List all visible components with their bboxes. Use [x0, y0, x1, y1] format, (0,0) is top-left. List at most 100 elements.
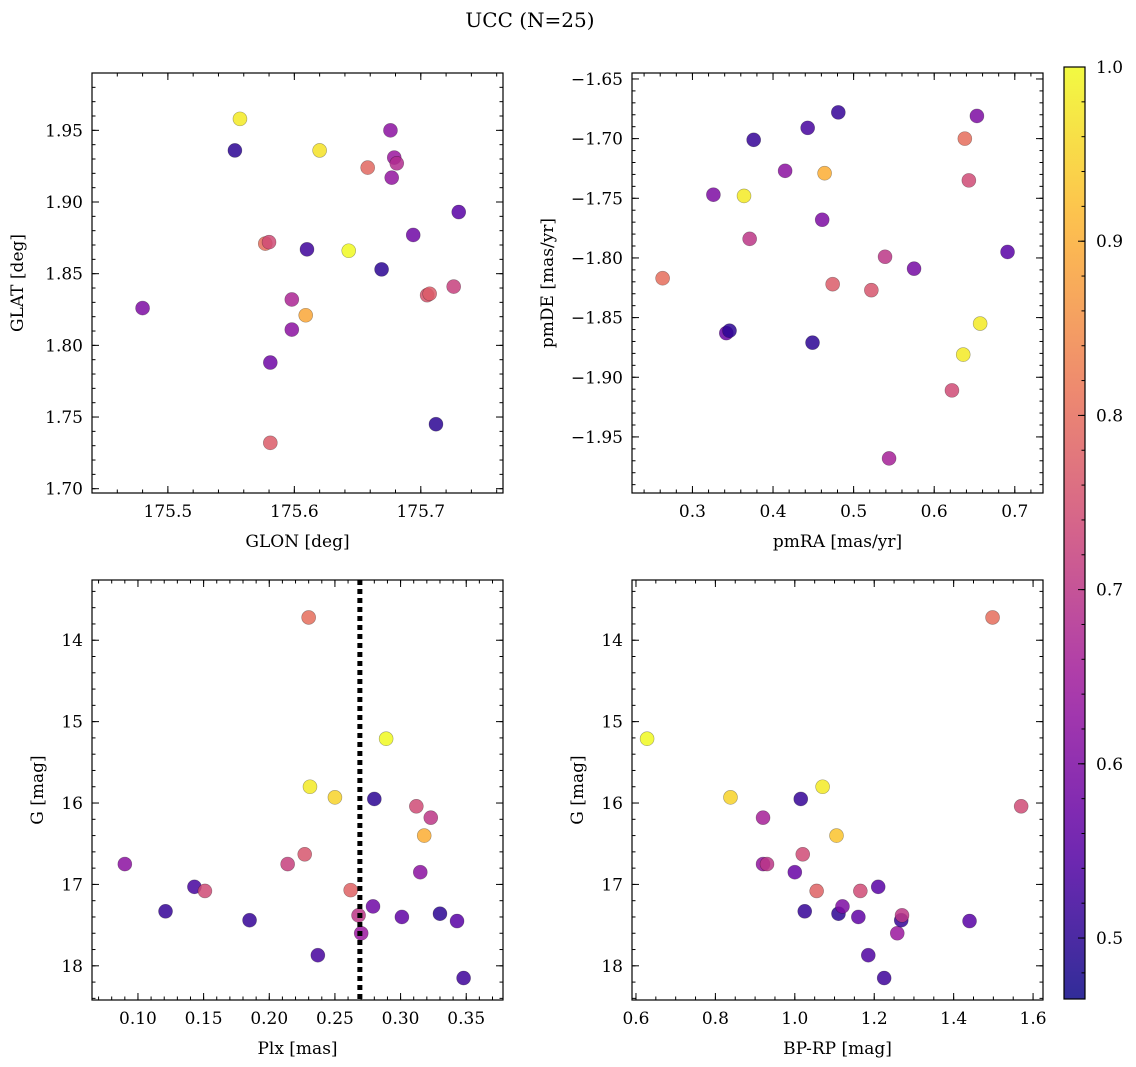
y-tick-label: 1.70 — [45, 480, 83, 500]
y-tick-label: −1.70 — [571, 130, 623, 150]
y-tick-label: 14 — [61, 631, 83, 651]
scatter-point — [787, 864, 803, 880]
x-axis-label: Plx [mas] — [257, 1039, 337, 1059]
scatter-point — [969, 108, 985, 124]
panel-position: 175.5 175.6 175.7 1.70 1.75 1.80 1.85 1.90 1.95 G… — [8, 72, 504, 552]
x-axis-label: pmRA [mas/yr] — [773, 532, 902, 552]
scatter-point — [312, 143, 327, 158]
scatter-point — [906, 261, 922, 276]
scatter-point — [298, 307, 314, 323]
scatter-point — [383, 123, 398, 138]
scatter-point — [158, 903, 173, 919]
scatter-point — [365, 899, 381, 914]
scatter-point — [284, 292, 300, 307]
y-tick-label: 1.80 — [45, 336, 83, 356]
x-tick-label: 1.6 — [1020, 1009, 1047, 1029]
scatter-point — [280, 856, 295, 872]
scatter-point — [985, 610, 1000, 625]
x-tick-label: 175.7 — [396, 502, 445, 522]
y-axis-label: pmDE [mas/yr] — [538, 218, 558, 348]
scatter-point — [360, 160, 375, 175]
scatter-point — [777, 163, 793, 179]
x-tick-label: 0.30 — [382, 1009, 420, 1029]
x-tick-label: 0.7 — [1001, 502, 1028, 522]
y-tick-label: −1.85 — [571, 309, 623, 329]
scatter-point — [972, 316, 988, 331]
scatter-point — [961, 173, 977, 188]
scatter-point — [723, 790, 738, 805]
scatter-point — [755, 810, 771, 825]
y-tick-label: 14 — [601, 631, 623, 651]
colorbar: 0.5 0.6 0.7 0.8 0.9 1.0 — [1063, 58, 1123, 1000]
scatter-point — [881, 451, 897, 466]
scatter-point — [432, 906, 448, 922]
scatter-point — [876, 970, 892, 986]
y-tick-label: 16 — [61, 794, 83, 814]
scatter-point — [446, 279, 461, 294]
axes-frame — [631, 72, 1044, 494]
scatter-point — [449, 913, 465, 929]
colorbar-frame — [1063, 66, 1086, 1000]
x-tick-label: 0.25 — [316, 1009, 354, 1029]
x-axis-label: BP-RP [mag] — [783, 1039, 892, 1059]
scatter-point — [297, 847, 313, 862]
scatter-point — [835, 899, 850, 914]
figure-title: UCC (N=25) — [465, 8, 594, 32]
scatter-point — [197, 883, 213, 899]
scatter-point — [797, 903, 813, 919]
scatter-point — [793, 791, 809, 807]
y-axis-label: G [mag] — [28, 755, 48, 824]
scatter-point — [944, 383, 960, 398]
y-tick-label: −1.90 — [571, 368, 623, 388]
scatter-point — [384, 170, 400, 185]
scatter-point — [815, 779, 830, 795]
colorbar-gradient — [1064, 67, 1085, 999]
scatter-point — [877, 249, 893, 265]
scatter-point — [135, 300, 150, 316]
scatter-point — [800, 120, 815, 136]
y-tick-label: 1.90 — [45, 193, 83, 213]
scatter-point — [227, 143, 243, 158]
y-tick-label: 15 — [61, 713, 83, 733]
y-tick-label: −1.65 — [571, 70, 623, 90]
x-tick-label: 175.6 — [270, 502, 319, 522]
y-axis-label: GLAT [deg] — [8, 234, 28, 332]
x-tick-label: 1.4 — [940, 1009, 967, 1029]
scatter-point — [456, 970, 471, 986]
scatter-point — [831, 105, 846, 120]
x-tick-label: 0.35 — [447, 1009, 485, 1029]
scatter-point — [302, 779, 318, 795]
y-tick-label: −1.80 — [571, 249, 623, 269]
scatter-point — [814, 212, 830, 228]
scatter-point — [416, 828, 432, 843]
x-tick-label: 0.10 — [119, 1009, 157, 1029]
scatter-point — [367, 791, 382, 807]
scatter-point — [428, 416, 444, 432]
panel-plx-vs-g: 0.10 0.15 0.20 0.25 0.30 0.35 14 15 16 17 18 Plx [m… — [28, 579, 504, 1059]
scatter-point — [341, 243, 357, 259]
scatter-point — [825, 276, 840, 292]
axes-frame — [91, 579, 504, 1001]
scatter-point — [795, 847, 811, 862]
colorbar-tick-label: 0.6 — [1096, 755, 1123, 775]
scatter-point — [639, 731, 655, 747]
axes-frame — [631, 579, 1044, 1001]
colorbar-tick-label: 1.0 — [1096, 58, 1123, 78]
scatter-point — [232, 111, 248, 127]
panel-proper-motion: 0.3 0.4 0.5 0.6 0.7 −1.95 −1.90 −1.85 −1.80 −1.75… — [538, 70, 1044, 552]
scatter-point — [1000, 244, 1015, 260]
scatter-point — [263, 435, 278, 451]
y-axis-label: G [mag] — [568, 755, 588, 824]
scatter-point — [759, 856, 775, 872]
colorbar-tick-label: 0.8 — [1096, 406, 1123, 426]
x-tick-label: 0.6 — [921, 502, 948, 522]
colorbar-tick-label: 0.9 — [1096, 232, 1123, 252]
scatter-point — [423, 810, 439, 825]
colorbar-tick-label: 0.7 — [1096, 581, 1123, 601]
scatter-point — [962, 913, 977, 929]
scatter-point — [829, 828, 844, 843]
y-tick-label: 18 — [61, 957, 83, 977]
scatter-point — [894, 908, 910, 923]
y-tick-label: 17 — [61, 875, 83, 895]
